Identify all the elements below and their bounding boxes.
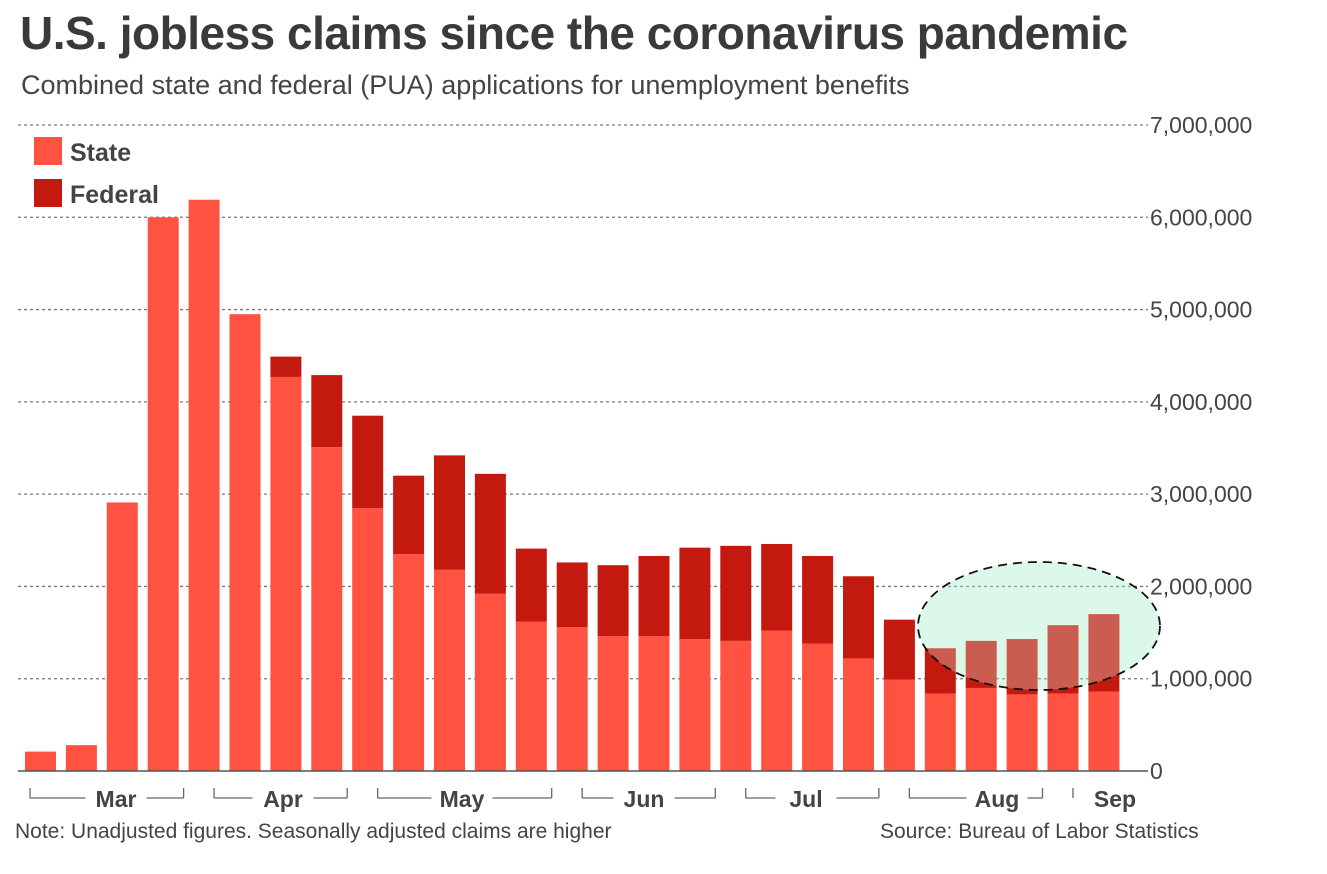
month-label: May <box>440 786 485 812</box>
bar-federal <box>1006 639 1038 695</box>
y-tick-label: 3,000,000 <box>1150 481 1252 507</box>
bar-federal <box>270 356 302 377</box>
bar-state <box>802 643 834 771</box>
bar-federal <box>1047 625 1079 694</box>
month-label: Mar <box>96 786 137 812</box>
bar-federal <box>393 475 425 555</box>
bar-state <box>638 636 670 771</box>
bar-state <box>515 621 547 771</box>
bar-state <box>270 376 302 771</box>
bar-state <box>761 630 793 771</box>
y-tick-label: 5,000,000 <box>1150 297 1252 323</box>
y-tick-label: 0 <box>1150 758 1163 784</box>
bar-federal <box>924 648 956 694</box>
bar-federal <box>1088 614 1120 692</box>
bar-state <box>147 217 179 772</box>
bar-federal <box>597 565 629 637</box>
y-tick-label: 2,000,000 <box>1150 573 1252 599</box>
legend-swatch-state <box>34 137 62 165</box>
bar-state <box>843 658 874 771</box>
bar-federal <box>965 640 997 688</box>
bar-state <box>474 593 506 771</box>
month-label: Jul <box>789 786 822 812</box>
bar-state <box>883 679 915 771</box>
y-tick-label: 4,000,000 <box>1150 389 1252 415</box>
bar-state <box>597 636 629 771</box>
chart-source: Source: Bureau of Labor Statistics <box>880 820 1199 843</box>
month-label: Sep <box>1094 786 1136 812</box>
bar-federal <box>843 576 874 659</box>
chart-note: Note: Unadjusted figures. Seasonally adj… <box>15 820 612 843</box>
bar-state <box>352 507 384 771</box>
month-label: Aug <box>975 786 1020 812</box>
y-tick-label: 1,000,000 <box>1150 666 1252 692</box>
bar-federal <box>679 547 711 640</box>
axis-layer: 0 1,000,000 2,000,000 3,000,000 4,000,000 5,0… <box>18 112 1252 812</box>
bar-state <box>679 639 711 771</box>
bar-state <box>924 693 956 771</box>
month-label: Jun <box>624 786 665 812</box>
bar-state <box>106 502 138 771</box>
bar-state <box>556 627 588 771</box>
legend-label-state: State <box>70 139 131 167</box>
bar-federal <box>434 455 465 570</box>
y-tick-label: 7,000,000 <box>1150 112 1252 138</box>
bar-state <box>393 554 425 771</box>
y-tick-label: 6,000,000 <box>1150 204 1252 230</box>
bars-layer <box>25 199 1120 772</box>
bar-federal <box>556 562 588 628</box>
bar-federal <box>802 555 834 644</box>
chart-subtitle: Combined state and federal (PUA) applica… <box>21 70 910 100</box>
highlight-ellipse-tint <box>918 562 1160 690</box>
overlay-layer <box>917 561 1161 691</box>
bar-state <box>965 687 997 771</box>
highlight-ellipse-outline <box>917 561 1161 691</box>
bar-federal <box>474 473 506 594</box>
bar-federal <box>311 375 343 448</box>
legend-label-federal: Federal <box>70 181 159 209</box>
bar-state <box>1047 693 1079 771</box>
bar-federal <box>720 545 752 641</box>
bar-state <box>434 569 465 771</box>
bar-state <box>65 745 97 771</box>
legend-swatch-federal <box>34 179 62 207</box>
bar-state <box>311 447 343 771</box>
bar-federal <box>352 415 384 508</box>
bar-state <box>1088 691 1120 771</box>
bar-state <box>1006 694 1038 771</box>
bar-federal <box>515 548 547 622</box>
legend: State Federal <box>34 137 159 209</box>
bar-federal <box>883 619 915 680</box>
bar-federal <box>638 555 670 637</box>
bar-federal <box>761 543 793 631</box>
month-label: Apr <box>263 786 303 812</box>
bar-state <box>229 314 261 771</box>
bar-state <box>25 751 56 771</box>
bar-state <box>188 199 220 771</box>
bar-state <box>720 640 752 771</box>
chart-title: U.S. jobless claims since the coronaviru… <box>20 7 1128 59</box>
